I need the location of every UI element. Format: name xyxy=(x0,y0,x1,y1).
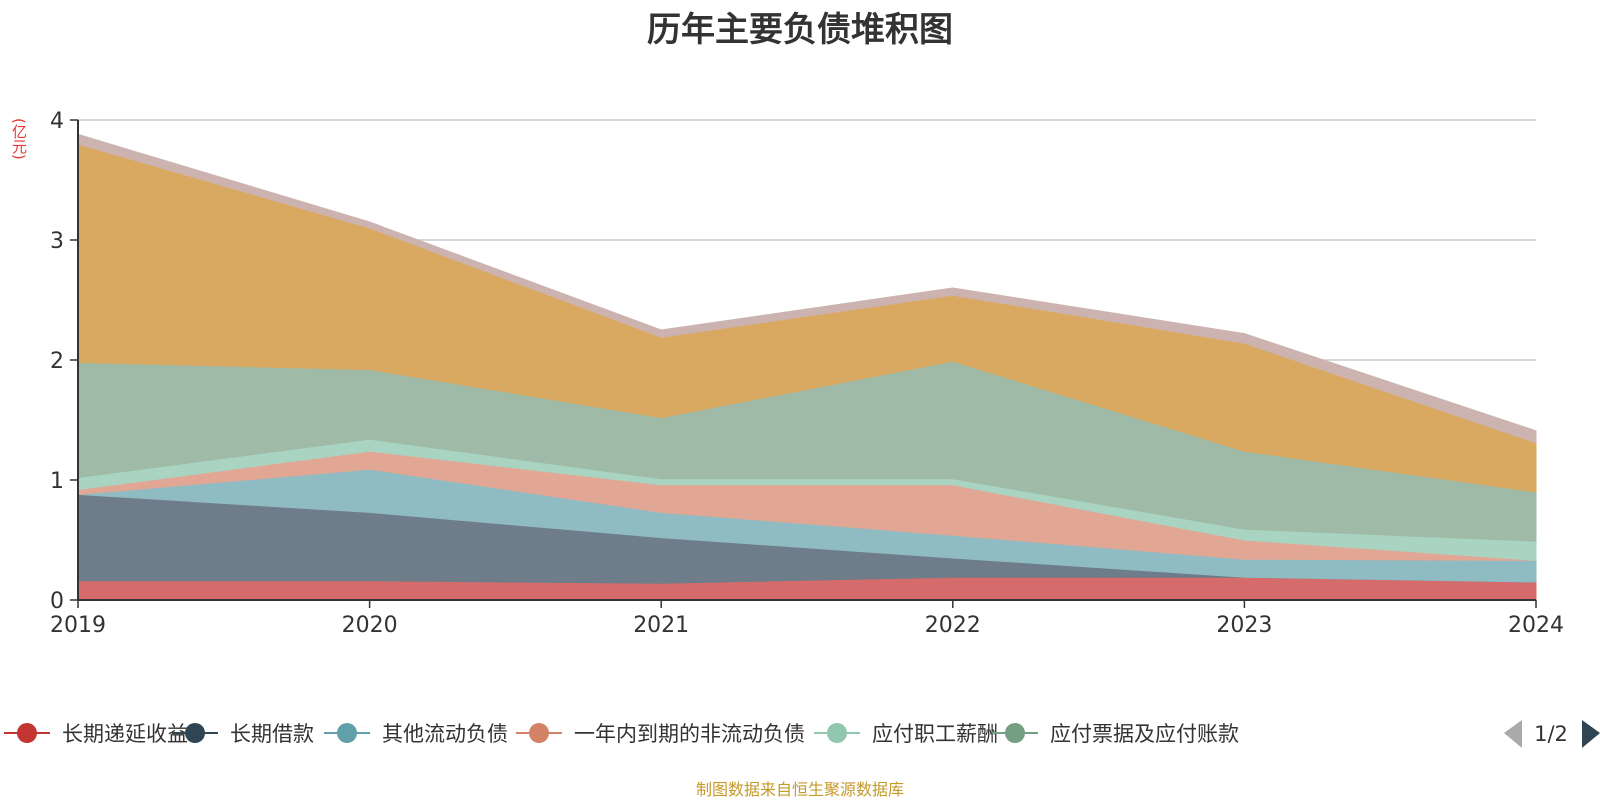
legend-label: 长期借款 xyxy=(230,722,314,746)
x-tick-label-2024: 2024 xyxy=(1508,613,1564,638)
legend-label: 长期递延收益 xyxy=(62,722,188,746)
legend-marker xyxy=(185,723,205,743)
y-tick-label-4: 4 xyxy=(50,109,64,134)
legend-next-page-icon[interactable] xyxy=(1582,720,1600,748)
chart-title: 历年主要负债堆积图 xyxy=(647,10,953,50)
legend-marker xyxy=(827,723,847,743)
legend-marker xyxy=(337,723,357,743)
legend-item-2[interactable]: 长期借款 xyxy=(172,722,314,746)
y-tick-label-1: 1 xyxy=(50,469,64,494)
y-tick-label-2: 2 xyxy=(50,349,64,374)
legend-marker xyxy=(1005,723,1025,743)
source-note: 制图数据来自恒生聚源数据库 xyxy=(695,780,904,799)
legend-label: 应付票据及应付账款 xyxy=(1050,722,1239,746)
legend-marker xyxy=(529,723,549,743)
axes: 0 1 2 3 4 2019 2020 2021 2022 2023 2024 xyxy=(50,109,1564,638)
x-tick-label-2020: 2020 xyxy=(342,613,398,638)
x-tick-label-2021: 2021 xyxy=(633,613,689,638)
x-tick-label-2019: 2019 xyxy=(50,613,106,638)
legend-item-5[interactable]: 应付职工薪酬 xyxy=(814,722,998,746)
legend-page-indicator: 1/2 xyxy=(1534,722,1568,746)
legend-label: 其他流动负债 xyxy=(382,722,508,746)
legend-marker xyxy=(17,723,37,743)
x-tick-label-2023: 2023 xyxy=(1216,613,1272,638)
y-tick-label-3: 3 xyxy=(50,229,64,254)
legend-item-3[interactable]: 其他流动负债 xyxy=(324,722,508,746)
legend-item-1[interactable]: 长期递延收益 xyxy=(4,722,188,746)
area-8 xyxy=(77,133,1537,444)
legend-label: 一年内到期的非流动负债 xyxy=(574,722,805,746)
area-series-layer xyxy=(77,133,1537,601)
legend: 长期递延收益 长期借款 其他流动负债 一年内到期的非流动负债 应付职工薪酬 应付票据及应付… xyxy=(4,720,1600,748)
x-tick-label-2022: 2022 xyxy=(925,613,981,638)
legend-item-4[interactable]: 一年内到期的非流动负债 xyxy=(516,722,805,746)
legend-prev-page-icon[interactable] xyxy=(1504,720,1522,748)
legend-label: 应付职工薪酬 xyxy=(872,722,998,746)
y-axis-unit-label: (亿元) xyxy=(10,118,28,160)
legend-item-6[interactable]: 应付票据及应付账款 xyxy=(992,722,1239,746)
y-tick-label-0: 0 xyxy=(50,589,64,614)
